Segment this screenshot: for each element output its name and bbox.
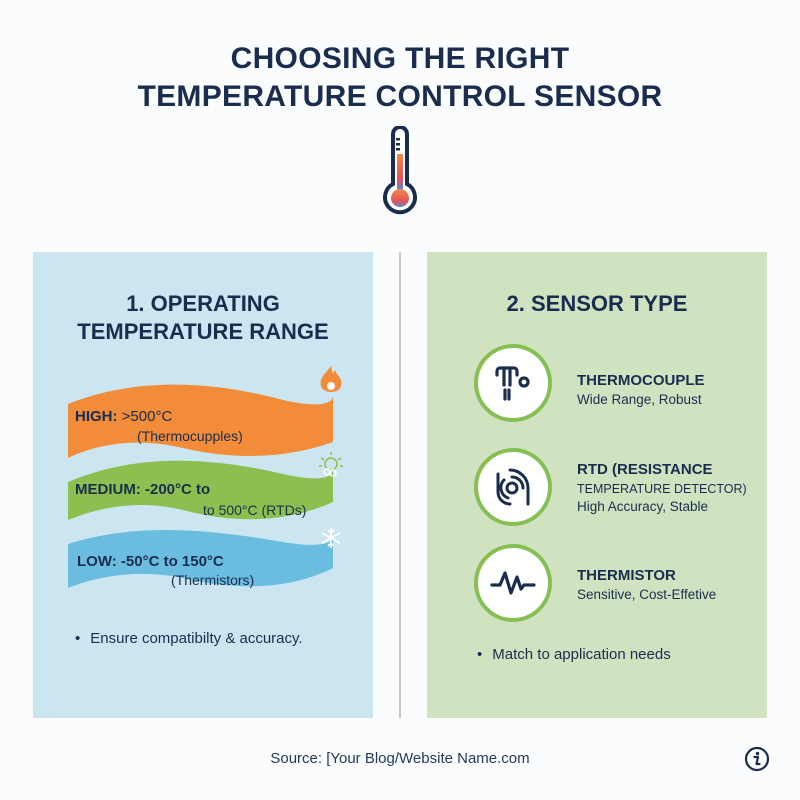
sensor-desc-thermocouple: Wide Range, Robust bbox=[577, 392, 702, 407]
source-credit: Source: [Your Blog/Website Name.com bbox=[270, 750, 530, 767]
rtd-signal-icon bbox=[474, 448, 552, 526]
medium-range-cont: to 500°C (RTDs) bbox=[203, 502, 307, 518]
snowflake-icon bbox=[321, 528, 341, 548]
sensor-name-rtd: RTD (RESISTANCE bbox=[577, 461, 713, 478]
sun-icon bbox=[319, 452, 343, 477]
range-bands bbox=[68, 366, 343, 588]
panel-title-range: 1. OPERATING TEMPERATURE RANGE bbox=[77, 291, 329, 344]
high-band bbox=[68, 384, 333, 458]
info-icon[interactable] bbox=[744, 746, 770, 772]
divider bbox=[399, 252, 401, 718]
sensor-type-panel: 2. SENSOR TYPE THERMOCOUPLE Wide Range, … bbox=[427, 252, 767, 718]
sensor-desc-rtd-2: High Accuracy, Stable bbox=[577, 499, 709, 514]
low-band bbox=[68, 529, 333, 588]
sensor-desc-rtd-1: TEMPERATURE DETECTOR) bbox=[577, 482, 747, 496]
flame-icon bbox=[320, 366, 342, 392]
title-line-2: TEMPERATURE CONTROL SENSOR bbox=[137, 80, 663, 113]
high-range-label: HIGH: >500°C bbox=[75, 408, 173, 425]
panel-title-sensor: 2. SENSOR TYPE bbox=[506, 291, 688, 316]
low-range-label: LOW: -50°C to 150°C bbox=[77, 553, 224, 570]
operating-range-panel: 1. OPERATING TEMPERATURE RANGE HIGH: >50… bbox=[33, 252, 373, 718]
sensor-name-thermistor: THERMISTOR bbox=[577, 567, 676, 584]
sensor-bullet: Match to application needs bbox=[477, 646, 670, 663]
sensor-name-thermocouple: THERMOCOUPLE bbox=[577, 372, 705, 389]
thermometer-icon bbox=[383, 126, 417, 215]
medium-band bbox=[68, 460, 333, 520]
title-line-1: CHOOSING THE RIGHT bbox=[230, 42, 570, 75]
sensor-desc-thermistor: Sensitive, Cost-Effetive bbox=[577, 587, 717, 602]
pulse-wave-icon bbox=[474, 544, 552, 622]
low-range-sensor: (Thermistors) bbox=[171, 572, 255, 588]
range-bullet: Ensure compatibilty & accuracy. bbox=[75, 630, 302, 647]
high-range-sensor: (Thermocupples) bbox=[137, 428, 243, 444]
thermocouple-icon bbox=[474, 344, 552, 422]
medium-range-label: MEDIUM: -200°C to bbox=[75, 481, 211, 498]
page-title: CHOOSING THE RIGHT TEMPERATURE CONTROL S… bbox=[0, 40, 800, 116]
